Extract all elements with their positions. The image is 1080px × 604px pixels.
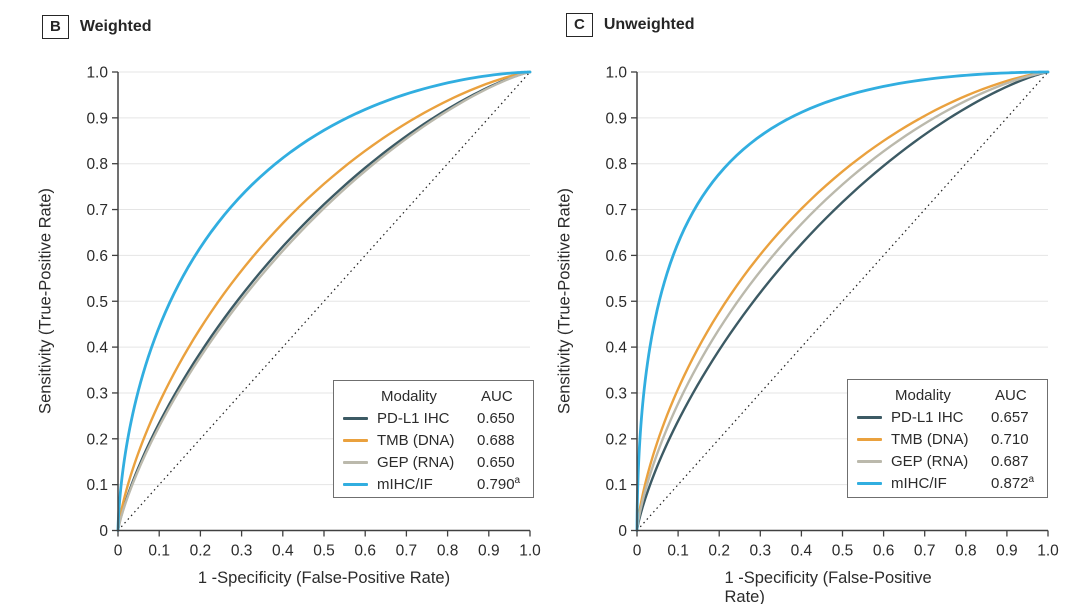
series-name: mIHC/IF xyxy=(377,475,433,493)
legend-row: PD-L1 IHC 0.650 xyxy=(343,407,523,429)
series-auc: 0.710 xyxy=(991,430,1029,448)
series-name: TMB (DNA) xyxy=(377,431,455,449)
y-tick-label: 0.1 xyxy=(605,477,627,494)
y-tick-label: 0.8 xyxy=(605,156,627,173)
series-name: PD-L1 IHC xyxy=(891,408,964,426)
legend-row: TMB (DNA) 0.688 xyxy=(343,429,523,451)
y-tick-label: 0.9 xyxy=(86,110,108,127)
legend-header-modality: Modality xyxy=(381,388,437,405)
legend-header-row: Modality AUC xyxy=(343,386,523,407)
y-axis-label-c: Sensitivity (True-Positive Rate) xyxy=(555,188,574,414)
y-tick-label: 0.2 xyxy=(86,431,108,448)
series-line-swatch xyxy=(857,481,882,485)
series-auc: 0.790a xyxy=(477,474,521,493)
x-tick-label: 0.5 xyxy=(832,543,854,560)
y-tick-label: 0.5 xyxy=(86,294,108,311)
series-name: PD-L1 IHC xyxy=(377,409,450,427)
y-tick-label: 0.4 xyxy=(605,340,627,357)
series-auc: 0.657 xyxy=(991,408,1029,426)
legend-row: TMB (DNA) 0.710 xyxy=(857,428,1037,450)
series-line-swatch xyxy=(857,459,882,463)
series-name: GEP (RNA) xyxy=(377,453,455,471)
x-tick-label: 0.1 xyxy=(667,543,689,560)
y-tick-label: 0.6 xyxy=(605,248,627,265)
y-tick-label: 0.5 xyxy=(605,294,627,311)
x-axis-label-b: 1 -Specificity (False-Positive Rate) xyxy=(197,569,451,587)
y-tick-label: 0.1 xyxy=(86,477,108,494)
x-tick-label: 1.0 xyxy=(519,543,541,560)
x-tick-label: 0.6 xyxy=(354,543,376,560)
x-tick-label: 0 xyxy=(114,543,123,560)
panel-c-header: C Unweighted xyxy=(566,13,695,37)
legend-header-modality: Modality xyxy=(895,387,951,404)
y-tick-label: 0 xyxy=(618,523,627,540)
x-tick-label: 0.8 xyxy=(955,543,977,560)
series-name: GEP (RNA) xyxy=(891,452,969,470)
y-tick-label: 0.7 xyxy=(86,202,108,219)
series-line-swatch xyxy=(343,438,368,442)
x-tick-label: 0.5 xyxy=(313,543,335,560)
series-line-swatch xyxy=(343,416,368,420)
legend-row: GEP (RNA) 0.687 xyxy=(857,450,1037,472)
y-tick-label: 0.6 xyxy=(86,248,108,265)
y-axis-label-b: Sensitivity (True-Positive Rate) xyxy=(36,188,55,414)
series-name: mIHC/IF xyxy=(891,474,947,492)
series-auc: 0.687 xyxy=(991,452,1029,470)
panel-b-letter: B xyxy=(42,15,69,39)
panel-b-title: Weighted xyxy=(79,18,152,35)
legend-row: GEP (RNA) 0.650 xyxy=(343,451,523,473)
panel-c-title: Unweighted xyxy=(603,16,695,33)
series-auc: 0.872a xyxy=(991,473,1035,492)
legend-row: PD-L1 IHC 0.657 xyxy=(857,406,1037,428)
legend-header-auc: AUC xyxy=(481,388,513,405)
x-tick-label: 0.7 xyxy=(914,543,936,560)
x-tick-label: 0.3 xyxy=(231,543,253,560)
series-auc: 0.650 xyxy=(477,409,515,427)
legend-row: mIHC/IF 0.872a xyxy=(857,472,1037,494)
y-tick-label: 0.9 xyxy=(605,110,627,127)
y-tick-label: 1.0 xyxy=(605,65,627,82)
series-line-swatch xyxy=(857,437,882,441)
y-tick-label: 0.8 xyxy=(86,156,108,173)
legend-c: Modality AUC PD-L1 IHC 0.657 TMB (DNA) 0… xyxy=(847,379,1048,498)
x-tick-label: 0.9 xyxy=(996,543,1018,560)
y-tick-label: 0.3 xyxy=(86,385,108,402)
x-tick-label: 0 xyxy=(633,543,642,560)
legend-b: Modality AUC PD-L1 IHC 0.650 TMB (DNA) 0… xyxy=(333,380,534,498)
panel-b-header: B Weighted xyxy=(42,15,152,39)
x-tick-label: 0.2 xyxy=(708,543,730,560)
x-tick-label: 1.0 xyxy=(1037,543,1059,560)
legend-row: mIHC/IF 0.790a xyxy=(343,473,523,495)
y-tick-label: 0.4 xyxy=(86,340,108,357)
series-auc: 0.650 xyxy=(477,453,515,471)
series-auc: 0.688 xyxy=(477,431,515,449)
y-tick-label: 0 xyxy=(99,523,108,540)
x-tick-label: 0.4 xyxy=(272,543,294,560)
x-tick-label: 0.9 xyxy=(478,543,500,560)
y-tick-label: 0.2 xyxy=(605,431,627,448)
x-tick-label: 0.6 xyxy=(873,543,895,560)
x-tick-label: 0.4 xyxy=(791,543,813,560)
legend-header-auc: AUC xyxy=(995,387,1027,404)
y-tick-label: 1.0 xyxy=(86,65,108,82)
x-tick-label: 0.7 xyxy=(396,543,418,560)
series-name: TMB (DNA) xyxy=(891,430,969,448)
series-line-swatch xyxy=(857,415,882,419)
panel-c-letter: C xyxy=(566,13,593,37)
x-tick-label: 0.1 xyxy=(148,543,170,560)
series-line-swatch xyxy=(343,482,368,486)
legend-header-row: Modality AUC xyxy=(857,385,1037,406)
x-axis-label-c: 1 -Specificity (False-Positive Rate) xyxy=(724,569,932,604)
y-tick-label: 0.3 xyxy=(605,385,627,402)
x-tick-label: 0.3 xyxy=(750,543,772,560)
series-line-swatch xyxy=(343,460,368,464)
y-tick-label: 0.7 xyxy=(605,202,627,219)
x-tick-label: 0.2 xyxy=(190,543,212,560)
x-tick-label: 0.8 xyxy=(437,543,459,560)
